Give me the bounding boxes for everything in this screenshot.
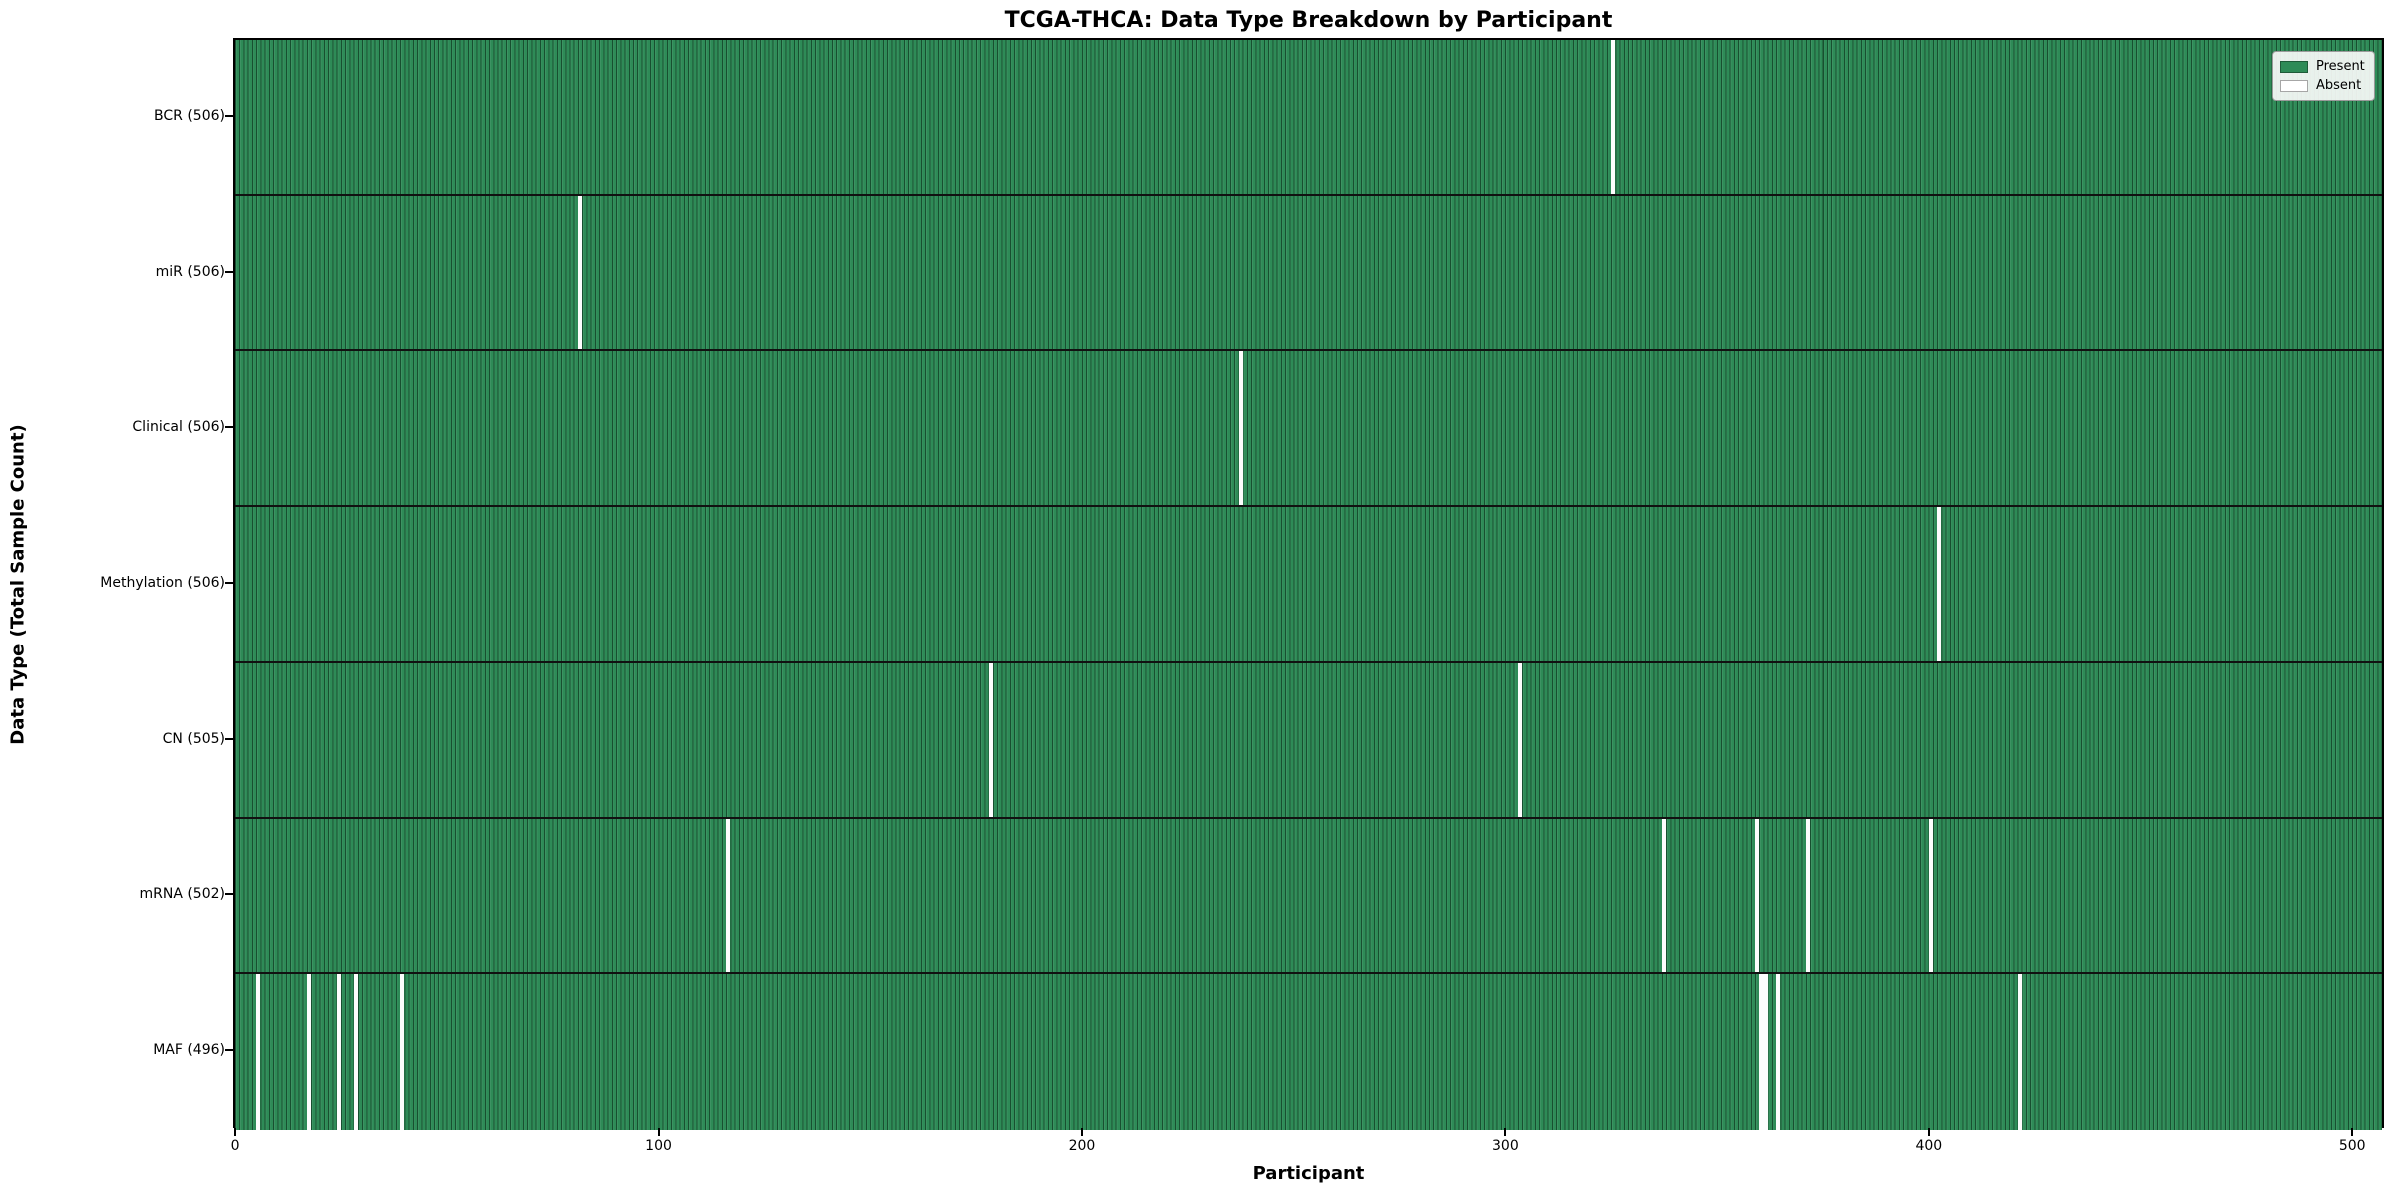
absent-stripe-mRNA-359 bbox=[1755, 818, 1760, 973]
row-Methylation bbox=[235, 507, 2382, 663]
absent-stripe-MAF-364 bbox=[1776, 974, 1781, 1130]
xtick-mark bbox=[1080, 1128, 1083, 1136]
absent-stripe-mRNA-400 bbox=[1928, 818, 1933, 973]
absent-swatch bbox=[2280, 79, 2308, 92]
ytick-label-BCR: BCR (506) bbox=[154, 107, 225, 124]
xtick-label-200: 200 bbox=[1068, 1138, 1096, 1154]
ytick-mark bbox=[225, 1049, 233, 1052]
absent-stripe-MAF-361 bbox=[1763, 974, 1768, 1130]
xtick-label-0: 0 bbox=[230, 1138, 240, 1154]
absent-stripe-Methylation-402 bbox=[1937, 507, 1942, 661]
legend: Present Absent bbox=[2272, 51, 2375, 101]
plot-area: Present Absent bbox=[233, 38, 2384, 1130]
absent-stripe-MAF-360 bbox=[1759, 974, 1764, 1130]
xtick-label-500: 500 bbox=[2338, 1138, 2366, 1154]
row-BCR bbox=[235, 40, 2382, 196]
ytick-mark bbox=[225, 426, 233, 429]
ytick-mark bbox=[225, 737, 233, 740]
ytick-label-MAF: MAF (496) bbox=[153, 1042, 225, 1059]
ytick-label-mRNA: mRNA (502) bbox=[139, 886, 225, 903]
row-MAF bbox=[235, 974, 2382, 1130]
absent-stripe-miR-81 bbox=[577, 195, 583, 350]
absent-stripe-MAF-5 bbox=[256, 974, 261, 1130]
legend-label-present: Present bbox=[2316, 59, 2365, 74]
absent-stripe-MAF-24 bbox=[336, 974, 341, 1130]
xtick-label-300: 300 bbox=[1492, 1138, 1519, 1154]
ytick-mark bbox=[225, 270, 233, 273]
xtick-mark bbox=[2351, 1128, 2354, 1136]
xtick-label-100: 100 bbox=[645, 1138, 672, 1154]
absent-stripe-mRNA-371 bbox=[1805, 818, 1811, 973]
legend-label-absent: Absent bbox=[2316, 78, 2362, 93]
ytick-label-miR: miR (506) bbox=[155, 263, 225, 280]
xtick-mark bbox=[1927, 1128, 1930, 1136]
absent-stripe-Clinical-237 bbox=[1238, 351, 1243, 506]
y-axis-label: Data Type (Total Sample Count) bbox=[7, 424, 29, 745]
legend-entry-absent: Absent bbox=[2280, 76, 2367, 95]
x-axis-label: Participant bbox=[1252, 1163, 1365, 1184]
row-miR bbox=[235, 195, 2382, 352]
absent-stripe-mRNA-337 bbox=[1661, 818, 1667, 973]
ytick-mark bbox=[225, 893, 233, 896]
ytick-label-Methylation: Methylation (506) bbox=[100, 575, 225, 591]
chart-title: TCGA-THCA: Data Type Breakdown by Partic… bbox=[1004, 8, 1613, 33]
absent-stripe-BCR-325 bbox=[1611, 40, 1616, 194]
xtick-mark bbox=[657, 1128, 660, 1136]
absent-stripe-MAF-39 bbox=[400, 974, 405, 1130]
absent-stripe-MAF-421 bbox=[2017, 974, 2022, 1130]
xtick-label-400: 400 bbox=[1915, 1138, 1943, 1154]
legend-entry-present: Present bbox=[2280, 57, 2367, 76]
absent-stripe-MAF-28 bbox=[353, 974, 358, 1130]
ytick-mark bbox=[225, 582, 233, 584]
absent-stripe-mRNA-116 bbox=[726, 818, 731, 973]
ytick-label-Clinical: Clinical (506) bbox=[132, 419, 225, 436]
present-swatch bbox=[2280, 60, 2308, 73]
ytick-mark bbox=[225, 114, 233, 117]
row-Clinical bbox=[235, 351, 2382, 508]
row-mRNA bbox=[235, 818, 2382, 975]
ytick-label-CN: CN (505) bbox=[162, 730, 225, 747]
absent-stripe-MAF-17 bbox=[306, 974, 312, 1130]
row-CN bbox=[235, 662, 2382, 819]
xtick-mark bbox=[234, 1128, 237, 1136]
absent-stripe-CN-303 bbox=[1517, 662, 1523, 817]
absent-stripe-CN-178 bbox=[988, 662, 993, 817]
xtick-mark bbox=[1504, 1128, 1507, 1136]
